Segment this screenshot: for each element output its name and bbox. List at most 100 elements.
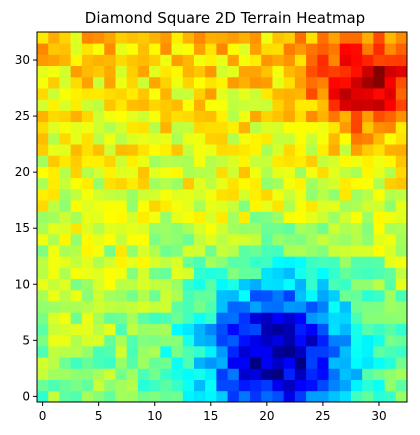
heatmap-cell xyxy=(37,144,49,156)
heatmap-cell xyxy=(385,312,397,324)
heatmap-cell xyxy=(71,368,83,380)
heatmap-cell xyxy=(127,256,139,268)
heatmap-cell xyxy=(250,167,262,179)
heatmap-cell xyxy=(216,368,228,380)
heatmap-cell xyxy=(351,357,363,369)
heatmap-cell xyxy=(216,43,228,55)
heatmap-cell xyxy=(261,211,273,223)
heatmap-cell xyxy=(396,267,408,279)
heatmap-cell xyxy=(160,391,172,403)
heatmap-cell xyxy=(183,178,195,190)
heatmap-cell xyxy=(216,380,228,392)
heatmap-cell xyxy=(59,279,71,291)
heatmap-cell xyxy=(183,144,195,156)
heatmap-cell xyxy=(149,312,161,324)
heatmap-cell xyxy=(373,144,385,156)
heatmap-cell xyxy=(183,256,195,268)
heatmap-cell xyxy=(250,368,262,380)
heatmap-cell xyxy=(48,144,60,156)
heatmap-cell xyxy=(138,256,150,268)
heatmap-cell xyxy=(37,122,49,134)
heatmap-cell xyxy=(239,256,251,268)
heatmap-cell xyxy=(104,256,116,268)
heatmap-cell xyxy=(351,110,363,122)
heatmap-cell xyxy=(295,279,307,291)
heatmap-cell xyxy=(160,301,172,313)
heatmap-cell xyxy=(115,245,127,257)
heatmap-cell xyxy=(284,256,296,268)
heatmap-cell xyxy=(82,324,94,336)
heatmap-cell xyxy=(138,223,150,235)
heatmap-cell xyxy=(239,335,251,347)
heatmap-cell xyxy=(127,279,139,291)
heatmap-cell xyxy=(93,122,105,134)
heatmap-cell xyxy=(104,312,116,324)
heatmap-cell xyxy=(149,43,161,55)
heatmap-cell xyxy=(82,189,94,201)
heatmap-cell xyxy=(216,357,228,369)
heatmap-cell xyxy=(71,43,83,55)
heatmap-cell xyxy=(261,54,273,66)
heatmap-cell xyxy=(71,200,83,212)
heatmap-cell xyxy=(351,312,363,324)
heatmap-cell xyxy=(373,32,385,44)
heatmap-cell xyxy=(183,211,195,223)
heatmap-cell xyxy=(104,32,116,44)
x-tick-label: 0 xyxy=(39,409,47,423)
heatmap-cell xyxy=(272,155,284,167)
heatmap-cell xyxy=(284,346,296,358)
heatmap-cell xyxy=(172,133,184,145)
heatmap-cell xyxy=(59,88,71,100)
heatmap-cell xyxy=(138,391,150,403)
heatmap-cell xyxy=(329,88,341,100)
heatmap-cell xyxy=(216,324,228,336)
heatmap-cell xyxy=(340,312,352,324)
heatmap-cell xyxy=(216,245,228,257)
heatmap-cell xyxy=(82,234,94,246)
heatmap-cell xyxy=(239,88,251,100)
heatmap-cell xyxy=(396,167,408,179)
heatmap-cell xyxy=(149,200,161,212)
heatmap-cell xyxy=(317,167,329,179)
heatmap-cell xyxy=(59,234,71,246)
heatmap-cell xyxy=(104,346,116,358)
heatmap-cell xyxy=(138,245,150,257)
heatmap-cell xyxy=(172,88,184,100)
heatmap-cell xyxy=(317,391,329,403)
heatmap-cell xyxy=(216,256,228,268)
heatmap-cell xyxy=(48,245,60,257)
heatmap-cell xyxy=(127,110,139,122)
heatmap-cell xyxy=(104,279,116,291)
heatmap-cell xyxy=(385,391,397,403)
heatmap-cell xyxy=(37,346,49,358)
heatmap-cell xyxy=(396,66,408,78)
heatmap-cell xyxy=(396,178,408,190)
heatmap-cell xyxy=(127,324,139,336)
heatmap-cell xyxy=(228,77,240,89)
heatmap-cell xyxy=(250,110,262,122)
heatmap-cell xyxy=(82,133,94,145)
heatmap-cell xyxy=(59,189,71,201)
heatmap-cell xyxy=(306,335,318,347)
heatmap-cell xyxy=(127,189,139,201)
heatmap-cell xyxy=(82,256,94,268)
heatmap-cell xyxy=(183,267,195,279)
heatmap-cell xyxy=(362,346,374,358)
heatmap-cell xyxy=(261,335,273,347)
heatmap-cell xyxy=(205,144,217,156)
heatmap-cell xyxy=(239,301,251,313)
heatmap-cell xyxy=(373,66,385,78)
heatmap-cell xyxy=(37,391,49,403)
heatmap-cell xyxy=(104,122,116,134)
heatmap-cell xyxy=(317,200,329,212)
heatmap-cell xyxy=(272,211,284,223)
heatmap-cell xyxy=(172,155,184,167)
heatmap-cell xyxy=(172,267,184,279)
heatmap-cell xyxy=(351,189,363,201)
heatmap-cell xyxy=(329,380,341,392)
heatmap-cell xyxy=(216,155,228,167)
heatmap-cell xyxy=(396,144,408,156)
heatmap-cell xyxy=(385,335,397,347)
heatmap-cell xyxy=(340,43,352,55)
heatmap-cell xyxy=(385,368,397,380)
